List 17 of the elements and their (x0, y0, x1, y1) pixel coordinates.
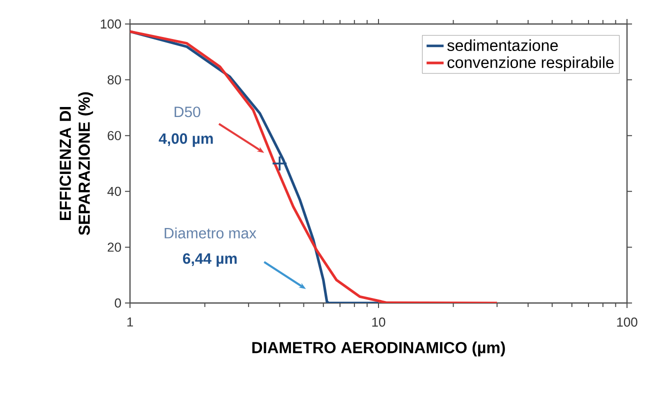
y-axis-title: EFFICIENZA DI SEPARAZIONE (%) (60, 92, 94, 236)
legend-label: convenzione respirabile (448, 56, 614, 72)
annotation: Diametro max (164, 227, 256, 238)
legend-label: sedimentazione (447, 39, 558, 52)
y-tick-label: 40 (107, 186, 121, 196)
y-tick-label: 60 (108, 131, 121, 140)
x-axis-title: DIAMETRO AERODINAMICO (µm) (252, 342, 505, 356)
annotation: 6,44 µm (183, 253, 237, 267)
annotation: 4,00 µm (158, 133, 213, 147)
x-tick-label: 1 (127, 318, 133, 326)
y-tick-label: 80 (108, 75, 121, 84)
x-tick-label: 100 (617, 318, 638, 327)
y-tick-label: 0 (114, 298, 121, 308)
annotation: D50 (174, 106, 200, 118)
x-tick-label: 10 (372, 318, 386, 327)
y-tick-label: 20 (108, 242, 121, 252)
y-tick-label: 100 (100, 19, 121, 29)
